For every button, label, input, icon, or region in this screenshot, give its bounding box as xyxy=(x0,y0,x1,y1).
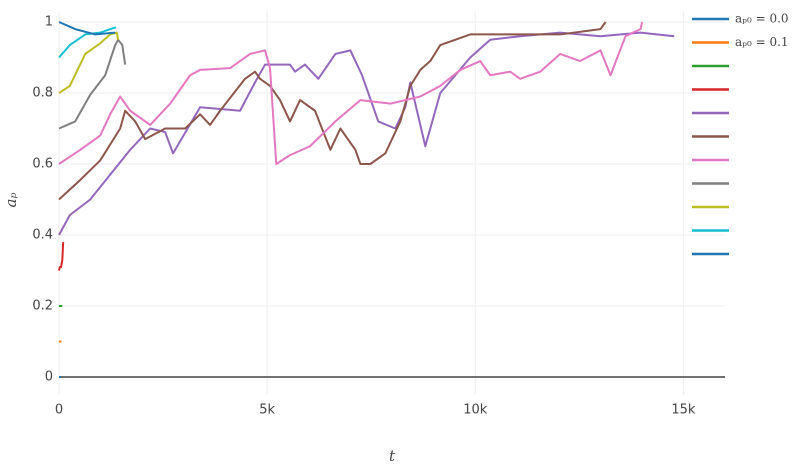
x-tick-label: 10k xyxy=(463,403,488,418)
y-tick-label: 1 xyxy=(45,15,53,30)
y-tick-label: 0.8 xyxy=(32,86,53,101)
series-line xyxy=(58,21,116,36)
series-line xyxy=(58,31,120,94)
legend-label: aₚ₀ = 0.1 xyxy=(735,35,789,49)
y-axis-title: aₚ xyxy=(2,193,20,208)
series-line xyxy=(58,21,607,201)
series-line xyxy=(58,31,675,236)
series-line xyxy=(58,242,65,271)
y-tick-label: 0.6 xyxy=(32,157,53,172)
series-line xyxy=(58,38,127,130)
x-tick-label: 5k xyxy=(259,403,275,418)
y-tick-label: 0.4 xyxy=(32,228,53,243)
legend-label: aₚ₀ = 0.0 xyxy=(735,12,789,26)
series-line xyxy=(58,21,644,165)
y-tick-label: 0.2 xyxy=(32,299,53,314)
x-tick-label: 0 xyxy=(55,403,63,418)
y-tick-label: 0 xyxy=(45,370,53,385)
x-tick-label: 15k xyxy=(671,403,696,418)
x-axis-title: t xyxy=(389,447,396,465)
